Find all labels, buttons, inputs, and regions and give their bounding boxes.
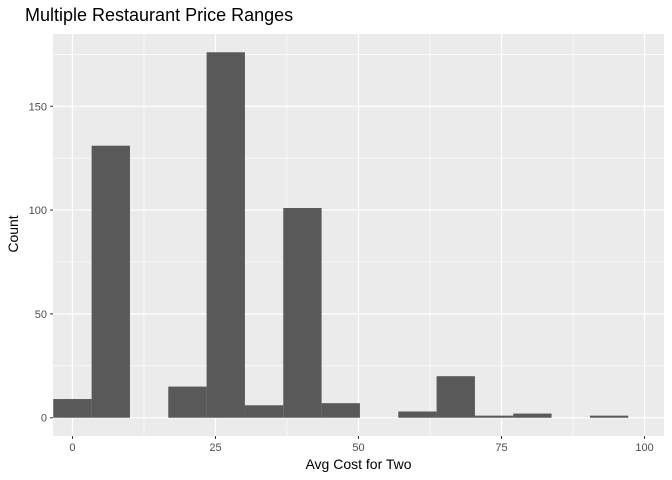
histogram-bar xyxy=(513,413,552,418)
histogram-bar xyxy=(283,208,322,418)
histogram-bar xyxy=(91,145,130,418)
x-tick-label: 75 xyxy=(495,442,507,454)
histogram-bar xyxy=(398,411,437,418)
chart-title: Multiple Restaurant Price Ranges xyxy=(25,5,293,25)
histogram-bar xyxy=(244,405,284,418)
x-tick-label: 25 xyxy=(209,442,221,454)
y-tick-label: 0 xyxy=(41,413,47,425)
x-axis-title: Avg Cost for Two xyxy=(305,456,411,472)
histogram-bar xyxy=(321,403,360,418)
x-axis-ticks: 0 25 50 75 100 xyxy=(69,436,654,454)
x-tick-label: 0 xyxy=(69,442,75,454)
y-tick-label: 100 xyxy=(29,205,47,217)
histogram-bars xyxy=(53,52,629,418)
x-tick-label: 50 xyxy=(352,442,364,454)
y-tick-label: 50 xyxy=(35,309,47,321)
histogram-bar xyxy=(168,386,207,418)
histogram-bar xyxy=(436,376,475,418)
y-axis-title: Count xyxy=(5,215,21,252)
histogram-bar xyxy=(206,52,245,418)
y-axis-ticks: 0 50 100 150 xyxy=(29,101,53,425)
x-tick-label: 100 xyxy=(635,442,653,454)
histogram-bar xyxy=(53,399,92,418)
y-tick-label: 150 xyxy=(29,101,47,113)
histogram-bar xyxy=(474,415,514,418)
histogram-bar xyxy=(589,415,629,418)
